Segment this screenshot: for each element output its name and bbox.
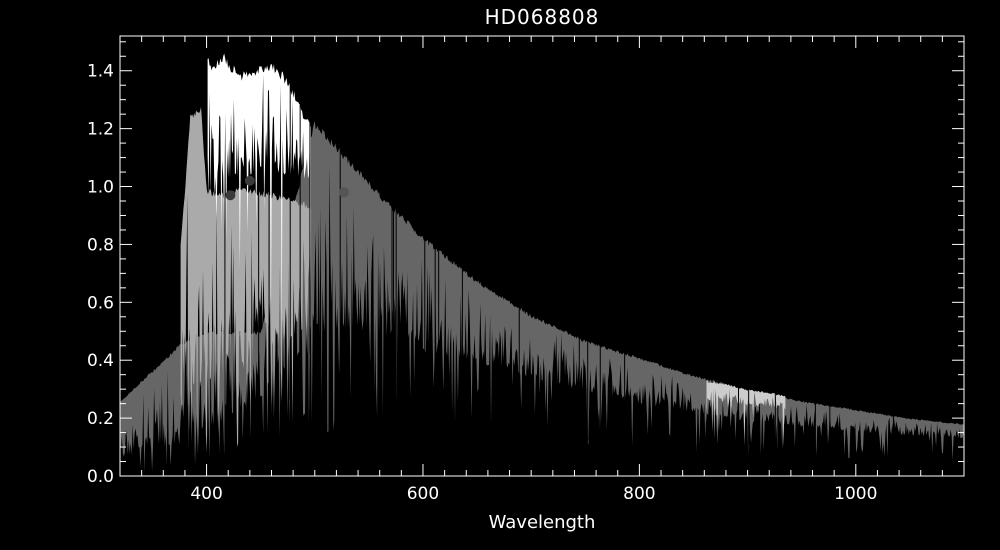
y-tick-label: 0.2 bbox=[87, 409, 114, 429]
y-tick-label: 1.0 bbox=[87, 178, 114, 198]
x-tick-label: 1000 bbox=[834, 484, 877, 504]
photometry-point-2 bbox=[244, 175, 255, 186]
y-tick-label: 0.4 bbox=[87, 351, 114, 371]
spectrum-series-1 bbox=[120, 121, 964, 473]
y-tick-label: 0.0 bbox=[87, 467, 114, 487]
spectrum-series-3 bbox=[207, 53, 311, 348]
x-tick-label: 800 bbox=[623, 484, 655, 504]
y-tick-label: 0.8 bbox=[87, 235, 114, 255]
x-axis-label: Wavelength bbox=[489, 512, 596, 533]
x-tick-label: 600 bbox=[407, 484, 439, 504]
x-tick-label: 400 bbox=[190, 484, 222, 504]
y-tick-label: 0.6 bbox=[87, 293, 114, 313]
photometry-point-3 bbox=[338, 187, 349, 198]
photometry-point-1 bbox=[225, 190, 236, 201]
spectrum-series-2 bbox=[180, 106, 312, 453]
plot-area bbox=[120, 53, 964, 473]
axes: 400 600 800 1000 0.0 0.2 0.4 0.6 0.8 1.0 1.2 1.4 bbox=[87, 35, 965, 504]
spectrum-series-4 bbox=[706, 380, 786, 447]
y-tick-label: 1.2 bbox=[87, 120, 114, 140]
chart-title: HD068808 bbox=[485, 5, 600, 29]
plot-frame bbox=[119, 35, 965, 477]
y-tick-label: 1.4 bbox=[87, 62, 114, 82]
